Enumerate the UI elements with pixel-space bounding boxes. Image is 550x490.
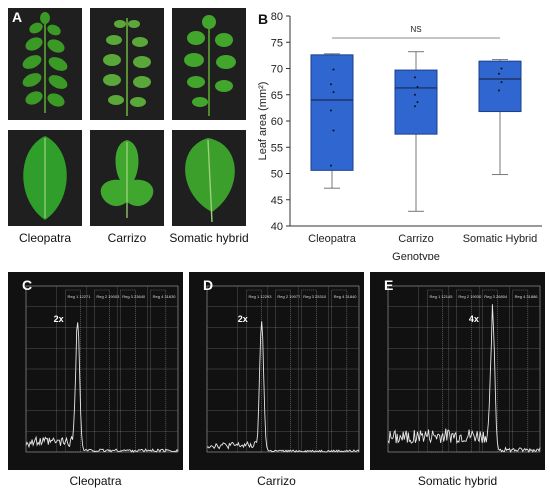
panel-c: Reg 1 12271 Reg 2 19003 Reg 3 23640 Reg 4 3…: [8, 272, 183, 490]
leaf-area-box-plot: 40 45 50 55 60 65 70 75 80 Leaf area (mm²) Genotyp…: [257, 11, 542, 263]
data-point: [330, 109, 332, 112]
caption-carrizo: Carrizo: [107, 231, 147, 245]
leaf-shoot-illustration: [103, 18, 151, 116]
data-point: [416, 101, 419, 104]
region-gate: [150, 289, 167, 453]
region-gate: [94, 289, 110, 453]
data-point: [414, 105, 416, 108]
region-gate: [512, 289, 529, 453]
region-label: Reg 1 12145: [430, 294, 454, 299]
y-tick-label: 45: [271, 195, 283, 207]
photo-carrizo-leaf: [90, 130, 164, 226]
y-tick-label: 65: [271, 90, 283, 102]
y-tick-label: 80: [271, 11, 283, 23]
data-point: [332, 68, 335, 71]
region-label: Reg 2 19003: [96, 294, 120, 299]
region-label: Reg 4 31886: [515, 294, 539, 299]
histogram-e: Reg 1 12145 Reg 2 19030 Reg 3 26804 Reg 4 3…: [370, 272, 545, 470]
data-point: [416, 85, 419, 88]
panel-d: Reg 1 12293 Reg 2 19077 Reg 3 25310 Reg 4 3…: [189, 272, 364, 490]
histogram-trace: [206, 321, 360, 453]
panel-label-b: B: [258, 11, 268, 27]
x-axis-title: Genotype: [392, 251, 440, 260]
region-label: Reg 1 12271: [68, 294, 92, 299]
caption-histogram-c: Cleopatra: [69, 474, 122, 488]
region-label: Reg 3 26804: [484, 294, 508, 299]
histogram-trace: [387, 304, 541, 454]
panel-label-e: E: [384, 277, 394, 293]
caption-histogram-d: Carrizo: [257, 474, 296, 488]
panel-label-c: C: [22, 277, 33, 293]
region-gate: [65, 289, 81, 453]
data-point: [330, 164, 332, 167]
data-point: [414, 76, 416, 79]
photo-carrizo-shoot: [90, 8, 164, 120]
y-tick-label: 50: [271, 169, 283, 181]
data-point: [500, 67, 503, 70]
panel-e: Reg 1 12145 Reg 2 19030 Reg 3 26804 Reg 4 3…: [370, 272, 545, 490]
ploidy-label: 4x: [469, 314, 479, 324]
y-tick-label: 40: [271, 221, 283, 233]
region-label: Reg 4 31630: [153, 294, 177, 299]
histogram-d: Reg 1 12293 Reg 2 19077 Reg 3 25310 Reg 4 3…: [189, 272, 364, 470]
data-point: [332, 91, 335, 94]
box-cleopatra: [310, 54, 354, 171]
region-gate: [427, 289, 443, 453]
photo-somatic-hybrid-leaf: [172, 130, 246, 226]
region-gate: [331, 289, 348, 453]
region-label: Reg 2 19030: [458, 294, 482, 299]
data-point: [330, 83, 332, 86]
y-tick-label: 55: [271, 142, 283, 154]
region-gate: [275, 289, 291, 453]
photo-cleopatra-leaf: [8, 130, 82, 226]
y-tick-label: 75: [271, 37, 283, 49]
box-somatic-hybrid: [478, 60, 522, 113]
y-tick-label: 60: [271, 116, 283, 128]
region-label: Reg 3 23640: [122, 294, 146, 299]
x-tick-label: Cleopatra: [308, 233, 357, 245]
panel-b: 40 45 50 55 60 65 70 75 80 Leaf area (mm²) Genotyp…: [250, 0, 550, 263]
photo-cleopatra-shoot: [8, 8, 82, 120]
caption-cleopatra: Cleopatra: [18, 231, 72, 245]
leaf-shoot-illustration: [184, 15, 236, 116]
leaf-shoot-illustration: [22, 12, 68, 113]
data-point: [414, 93, 416, 96]
ploidy-label: 2x: [54, 314, 64, 324]
y-tick-label: 70: [271, 64, 283, 76]
caption-somatic-hybrid: Somatic hybrid: [169, 231, 249, 245]
leaf-illustration: [23, 136, 67, 220]
photo-somatic-hybrid-shoot: [172, 8, 246, 120]
x-tick-label: Somatic Hybrid: [463, 233, 538, 245]
histogram-trace: [25, 322, 179, 453]
y-axis-title: Leaf area (mm²): [257, 82, 269, 161]
region-gate: [456, 289, 472, 453]
data-point: [332, 129, 335, 132]
region-gate: [119, 289, 136, 453]
data-point: [498, 72, 500, 75]
significance-label: NS: [410, 25, 421, 34]
x-tick-label: Carrizo: [398, 233, 433, 245]
histogram-c: Reg 1 12271 Reg 2 19003 Reg 3 23640 Reg 4 3…: [8, 272, 183, 470]
box-carrizo: [394, 69, 438, 135]
leaf-illustration: [100, 140, 154, 218]
region-gate: [481, 289, 498, 453]
ploidy-label: 2x: [238, 314, 248, 324]
leaf-illustration: [185, 138, 235, 223]
data-point: [498, 89, 500, 92]
region-label: Reg 3 25310: [303, 294, 327, 299]
panel-a: A Cleopatra Carrizo Somatic hybrid: [0, 0, 250, 250]
region-gate: [246, 289, 262, 453]
region-gate: [300, 289, 317, 453]
region-label: Reg 1 12293: [249, 294, 273, 299]
region-label: Reg 2 19077: [277, 294, 301, 299]
data-point: [500, 81, 503, 84]
panel-label-d: D: [203, 277, 214, 293]
panel-label-a: A: [12, 9, 23, 25]
region-label: Reg 4 31840: [334, 294, 358, 299]
caption-histogram-e: Somatic hybrid: [417, 474, 498, 488]
